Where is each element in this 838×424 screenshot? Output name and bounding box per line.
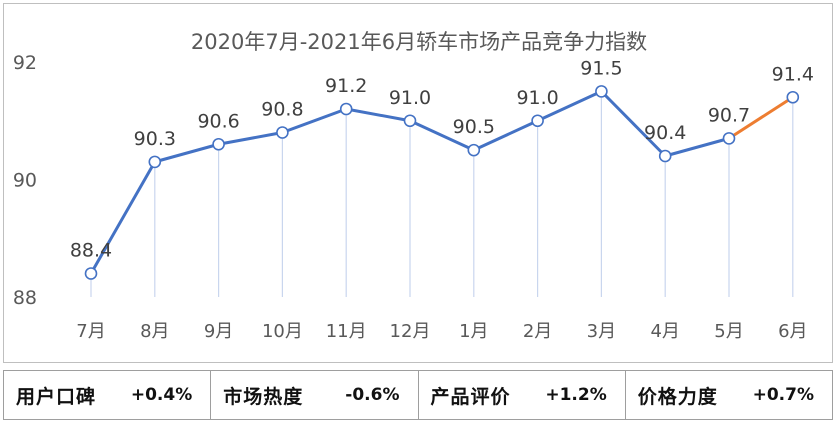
x-tick-label: 1月 — [459, 321, 488, 342]
x-tick-label: 10月 — [262, 321, 303, 342]
x-tick-label: 7月 — [76, 321, 105, 342]
metric-value: +0.4% — [130, 385, 193, 405]
y-tick-label: 92 — [13, 52, 37, 74]
data-label: 91.4 — [772, 63, 814, 85]
data-point — [84, 267, 98, 280]
x-tick-label: 12月 — [390, 321, 431, 342]
x-tick-label: 4月 — [650, 321, 679, 342]
data-point — [339, 102, 353, 116]
data-point — [276, 126, 289, 139]
x-tick-label: 11月 — [326, 321, 367, 342]
x-tick-label: 9月 — [204, 321, 233, 342]
metric-value: -0.6% — [345, 385, 400, 405]
metric-price-strength: 价格力度 +0.7% — [626, 371, 832, 419]
data-label: 91.5 — [580, 57, 622, 79]
data-point — [786, 90, 800, 104]
data-label: 90.4 — [644, 122, 686, 144]
data-label: 91.2 — [325, 75, 367, 97]
metric-label: 产品评价 — [430, 385, 511, 408]
x-tick-label: 6月 — [778, 321, 807, 342]
data-label: 88.4 — [70, 240, 112, 262]
line-chart: 2020年7月-2021年6月轿车市场产品竞争力指数 88 90 92 88.4 90… — [13, 30, 814, 342]
metric-product-rating: 产品评价 +1.2% — [419, 371, 626, 419]
metric-label: 市场热度 — [223, 385, 304, 408]
data-point — [658, 149, 672, 163]
x-tick-label: 2月 — [523, 321, 552, 342]
metric-market-heat: 市场热度 -0.6% — [211, 371, 419, 419]
data-point — [595, 85, 608, 98]
metric-value: +1.2% — [545, 385, 607, 405]
metric-value: +0.7% — [752, 385, 814, 405]
metrics-footer: 用户口碑 +0.4% 市场热度 -0.6% 产品评价 +1.2% 价格力度 +0… — [3, 370, 833, 420]
data-label: 90.6 — [197, 110, 239, 132]
chart-frame: 2020年7月-2021年6月轿车市场产品竞争力指数 88 90 92 88.4 90… — [3, 3, 833, 363]
data-point — [467, 143, 481, 157]
series-line-highlight — [728, 95, 794, 140]
metric-label: 用户口碑 — [16, 385, 97, 408]
data-label: 90.3 — [134, 128, 176, 150]
data-point — [531, 114, 544, 128]
metric-label: 价格力度 — [637, 385, 718, 408]
metric-user-reputation: 用户口碑 +0.4% — [4, 371, 212, 419]
x-tick-label: 8月 — [140, 321, 169, 342]
y-tick-label: 90 — [13, 170, 37, 192]
data-label: 91.0 — [389, 87, 431, 109]
x-tick-label: 3月 — [587, 321, 616, 342]
data-point — [148, 155, 162, 169]
data-label: 90.8 — [261, 99, 303, 121]
data-label: 90.7 — [708, 104, 750, 126]
y-tick-label: 88 — [13, 287, 37, 309]
data-point — [212, 137, 225, 151]
x-tick-label: 5月 — [714, 321, 743, 342]
data-label: 90.5 — [453, 116, 495, 138]
chart-title: 2020年7月-2021年6月轿车市场产品竞争力指数 — [191, 30, 647, 54]
data-label: 91.0 — [516, 87, 558, 109]
data-point — [403, 114, 417, 128]
data-point — [722, 132, 736, 145]
